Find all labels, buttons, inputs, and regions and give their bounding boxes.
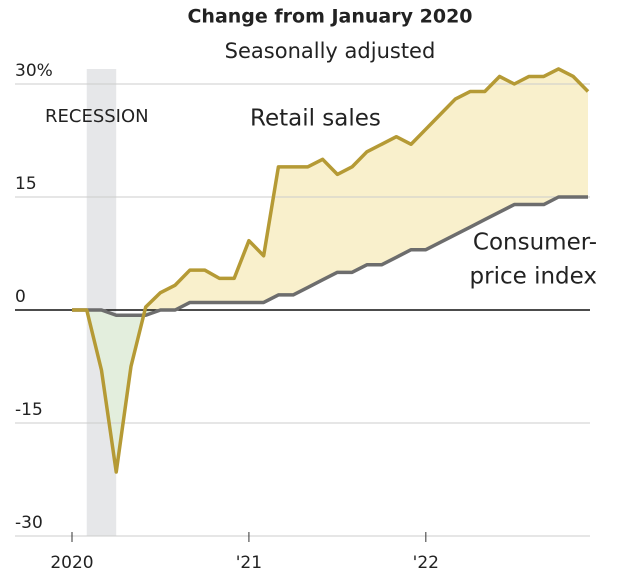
area-fill — [72, 68, 588, 311]
y-tick-label: -15 — [15, 400, 43, 420]
chart-subtitle: Seasonally adjusted — [225, 39, 436, 63]
x-tick-label: '21 — [236, 553, 262, 573]
y-tick-label: 30% — [15, 61, 53, 81]
annotation: Retail sales — [250, 106, 381, 132]
chart-title: Change from January 2020 — [187, 6, 472, 28]
x-tick-label: 2020 — [50, 553, 93, 573]
recession-band — [86, 69, 117, 536]
area-fill — [86, 311, 158, 472]
y-tick-label: -30 — [15, 513, 43, 533]
annotation: Consumer- — [473, 230, 597, 256]
annotation: price index — [470, 264, 597, 290]
x-tick-label: '22 — [413, 553, 439, 573]
y-tick-label: 0 — [15, 287, 26, 307]
series-line — [72, 195, 588, 318]
y-tick-label: 15 — [15, 174, 37, 194]
series-line — [72, 67, 590, 474]
recession-label: RECESSION — [45, 106, 149, 127]
